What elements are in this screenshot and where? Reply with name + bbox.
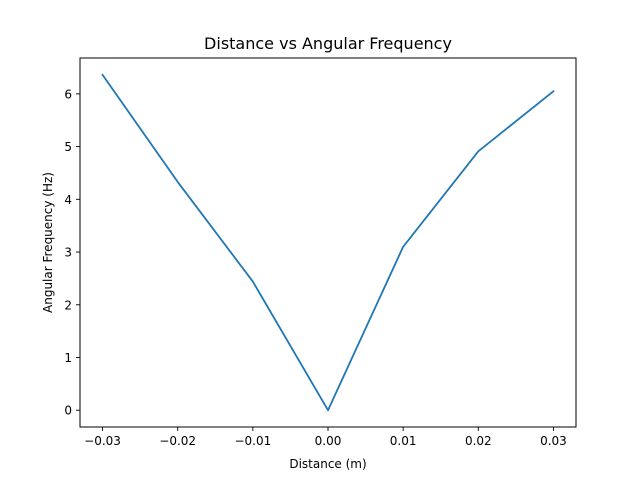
y-axis: 0 1 2 3 4 5 6	[64, 87, 80, 418]
x-tick-label: 0.01	[390, 434, 417, 448]
y-tick-label: 3	[64, 246, 72, 260]
y-tick-label: 0	[64, 404, 72, 418]
series-line	[101, 73, 555, 412]
x-tick-label: −0.01	[234, 434, 271, 448]
y-tick-label: 2	[64, 298, 72, 312]
plot-area	[101, 73, 555, 412]
y-tick-label: 1	[64, 351, 72, 365]
y-axis-label: Angular Frequency (Hz)	[41, 172, 55, 313]
x-tick-label: −0.02	[159, 434, 196, 448]
chart-title: Distance vs Angular Frequency	[204, 34, 452, 53]
x-tick-label: 0.02	[465, 434, 492, 448]
x-tick-label: 0.00	[315, 434, 342, 448]
y-tick-label: 4	[64, 193, 72, 207]
x-tick-label: −0.03	[84, 434, 121, 448]
x-axis-label: Distance (m)	[289, 457, 366, 471]
x-tick-label: 0.03	[540, 434, 567, 448]
y-tick-label: 5	[64, 140, 72, 154]
y-tick-label: 6	[64, 87, 72, 101]
x-axis: −0.03 −0.02 −0.01 0.00 0.01 0.02 0.03	[84, 427, 567, 448]
